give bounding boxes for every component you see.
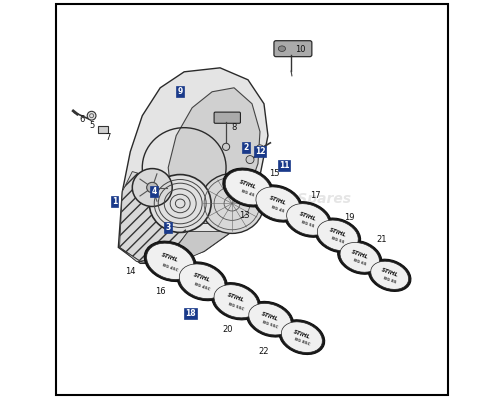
Ellipse shape <box>249 303 291 335</box>
FancyBboxPatch shape <box>274 41 312 57</box>
Ellipse shape <box>338 241 382 274</box>
Ellipse shape <box>256 187 300 220</box>
Text: BG 45C: BG 45C <box>194 282 211 292</box>
Text: 16: 16 <box>155 287 165 296</box>
Ellipse shape <box>368 259 411 291</box>
Text: STIHL: STIHL <box>293 329 311 340</box>
Text: 3: 3 <box>166 223 171 232</box>
Text: STIHL: STIHL <box>193 273 211 283</box>
Ellipse shape <box>287 203 329 235</box>
Circle shape <box>256 145 264 153</box>
Ellipse shape <box>149 175 211 232</box>
Text: BG 55C: BG 55C <box>262 320 278 329</box>
Ellipse shape <box>132 168 172 207</box>
Ellipse shape <box>371 261 409 289</box>
Text: 22: 22 <box>259 347 269 356</box>
Circle shape <box>222 143 230 150</box>
Text: STIHL: STIHL <box>269 195 287 206</box>
Text: BG 55C: BG 55C <box>228 302 244 312</box>
Text: BG 85: BG 85 <box>383 276 397 284</box>
Polygon shape <box>118 68 268 263</box>
Text: STIHL: STIHL <box>239 179 257 190</box>
Polygon shape <box>119 172 188 261</box>
Ellipse shape <box>225 170 271 205</box>
Ellipse shape <box>254 185 302 222</box>
FancyBboxPatch shape <box>98 126 107 133</box>
Ellipse shape <box>179 264 225 298</box>
Text: 18: 18 <box>185 309 196 318</box>
Ellipse shape <box>214 284 258 318</box>
Ellipse shape <box>279 320 325 354</box>
Text: 10: 10 <box>295 45 305 54</box>
Text: 4: 4 <box>152 187 157 196</box>
Ellipse shape <box>147 243 194 279</box>
Text: STIHL: STIHL <box>298 211 317 222</box>
Text: 17: 17 <box>310 191 321 200</box>
Text: 1: 1 <box>112 197 117 206</box>
Text: STIHL: STIHL <box>350 249 369 260</box>
Circle shape <box>246 156 254 164</box>
Ellipse shape <box>340 243 380 272</box>
Text: STIHL: STIHL <box>261 311 279 322</box>
Text: 12: 12 <box>255 147 265 156</box>
Text: BG 45: BG 45 <box>241 189 255 198</box>
Text: 15: 15 <box>269 169 279 178</box>
Ellipse shape <box>284 201 332 237</box>
Text: BG 85C: BG 85C <box>293 338 310 347</box>
Text: BG 55: BG 55 <box>331 237 345 245</box>
Ellipse shape <box>177 262 227 301</box>
Text: STIHL: STIHL <box>227 292 245 304</box>
Text: BG 55: BG 55 <box>301 221 315 229</box>
Ellipse shape <box>147 182 158 193</box>
Ellipse shape <box>223 168 273 207</box>
Ellipse shape <box>144 241 196 282</box>
Ellipse shape <box>212 282 261 320</box>
Circle shape <box>87 111 96 120</box>
Text: STIHL: STIHL <box>161 253 179 263</box>
Text: 6: 6 <box>80 115 85 124</box>
Polygon shape <box>168 88 260 223</box>
Text: 7: 7 <box>106 133 111 142</box>
Polygon shape <box>119 231 232 265</box>
Text: STIHL: STIHL <box>329 227 347 238</box>
Ellipse shape <box>315 218 360 253</box>
Text: 9: 9 <box>177 87 183 96</box>
Text: Powered by Javan Spares: Powered by Javan Spares <box>153 192 351 207</box>
Ellipse shape <box>246 301 293 337</box>
Text: BG 65: BG 65 <box>353 258 367 267</box>
Text: 20: 20 <box>223 325 233 334</box>
Text: 21: 21 <box>376 235 387 244</box>
Text: BG 45: BG 45 <box>271 205 285 213</box>
Text: 11: 11 <box>279 161 289 170</box>
Text: 19: 19 <box>345 213 355 222</box>
Ellipse shape <box>318 220 358 251</box>
Text: 5: 5 <box>90 121 95 130</box>
Text: STIHL: STIHL <box>381 267 399 278</box>
Text: 8: 8 <box>231 123 237 132</box>
Text: BG 45C: BG 45C <box>162 263 178 272</box>
Text: 13: 13 <box>239 211 249 220</box>
Ellipse shape <box>281 322 323 352</box>
Text: 14: 14 <box>125 267 136 276</box>
Ellipse shape <box>200 174 264 233</box>
Ellipse shape <box>278 46 285 51</box>
FancyBboxPatch shape <box>214 112 240 123</box>
Text: 2: 2 <box>243 143 248 152</box>
